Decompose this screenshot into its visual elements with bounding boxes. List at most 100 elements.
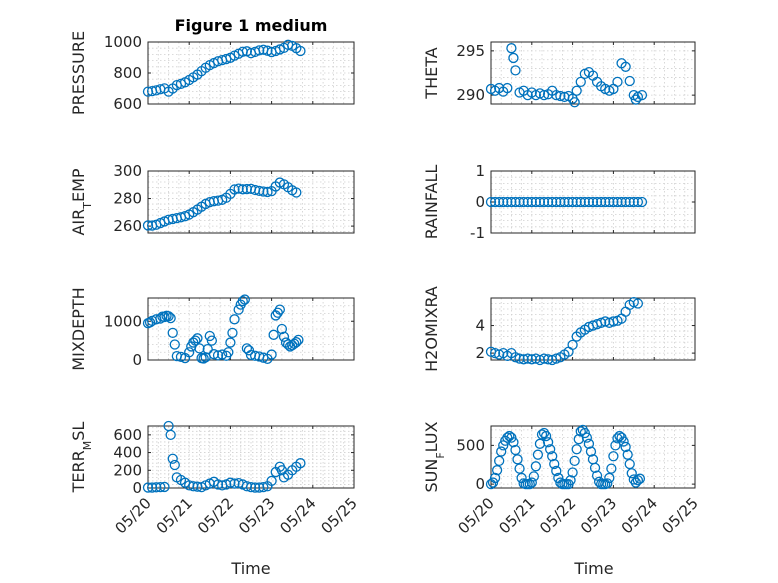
data-point (258, 186, 269, 197)
data-point (632, 196, 644, 208)
data-point (487, 477, 499, 488)
x-tick-label: 05/22 (536, 494, 579, 537)
data-point (276, 323, 288, 335)
data-point (620, 196, 631, 208)
data-point (542, 354, 554, 365)
data-point (237, 295, 248, 307)
data-point (155, 481, 166, 493)
data-point (291, 337, 302, 348)
data-point (491, 465, 503, 476)
figure-title: Figure 1 medium (175, 16, 328, 35)
data-point (551, 196, 562, 208)
data-point (225, 337, 236, 348)
y-tick-label: 600 (113, 426, 142, 444)
data-point (538, 353, 550, 364)
data-point (551, 465, 562, 477)
y-tick-label: 0 (132, 351, 142, 369)
data-point (591, 196, 603, 208)
y-tick-label: 600 (113, 95, 142, 113)
data-point (146, 482, 158, 493)
data-point (245, 481, 257, 493)
data-point (188, 481, 199, 492)
axes-box (147, 170, 355, 234)
data-point (540, 430, 552, 442)
data-point (559, 196, 570, 208)
data-point (532, 449, 544, 460)
data-point (583, 196, 595, 208)
data-point (496, 446, 507, 457)
subplot-row3-left: 0 1000 MIXDEPTH (69, 287, 355, 371)
data-point (612, 196, 623, 208)
y-tick-label: 200 (113, 461, 142, 479)
data-point (555, 196, 566, 208)
data-point (575, 196, 586, 208)
data-point (142, 482, 154, 493)
data-point (587, 196, 599, 208)
subplot-top-right: 290 295 THETA (422, 41, 696, 108)
data-point (508, 52, 519, 64)
data-point (278, 331, 290, 342)
data-point (268, 329, 279, 340)
data-point (542, 437, 554, 448)
data-point (506, 43, 517, 54)
y-axis-label: RAINFALL (422, 165, 441, 240)
data-point (227, 327, 238, 339)
data-point (291, 187, 302, 198)
axes-box (490, 297, 696, 361)
data-point (600, 196, 611, 208)
data-point (538, 196, 550, 208)
subplot-row3-right: 2 4 H2OMIXRA (422, 286, 696, 372)
data-point (628, 196, 639, 208)
data-point (604, 472, 615, 484)
data-point (169, 459, 180, 471)
data-point (626, 468, 637, 479)
data-point (545, 444, 556, 455)
data-point (514, 353, 525, 364)
y-tick-label: 300 (113, 162, 142, 180)
data-point (293, 334, 304, 346)
data-point (237, 184, 248, 195)
data-point (534, 196, 546, 208)
data-point (508, 437, 519, 448)
axes-box (490, 41, 696, 105)
x-axis-label-right: Time (573, 559, 613, 578)
x-tick-label: 05/24 (276, 494, 319, 537)
data-point (538, 89, 550, 101)
data-point (272, 307, 283, 318)
data-point (608, 196, 619, 208)
data-point (233, 183, 244, 194)
x-tick-label: 05/22 (194, 494, 237, 537)
data-point (636, 196, 648, 208)
data-point (266, 475, 277, 487)
data-point (502, 196, 513, 208)
data-point (628, 474, 639, 485)
data-point (567, 467, 578, 478)
data-point (618, 436, 629, 447)
data-point (514, 463, 525, 474)
data-point (606, 463, 617, 474)
data-point (510, 196, 521, 208)
data-point (208, 349, 220, 360)
data-point (241, 343, 253, 354)
y-tick-label: 800 (113, 64, 142, 82)
x-tick-label: 05/25 (318, 494, 361, 537)
data-point (510, 444, 521, 456)
data-point (526, 354, 537, 365)
data-point (579, 196, 590, 208)
data-point (624, 458, 635, 470)
data-point (262, 45, 273, 56)
data-point (258, 481, 269, 493)
data-point (159, 311, 170, 323)
data-point (194, 343, 205, 354)
x-tick-label: 05/20 (112, 494, 155, 537)
x-axis-label-left: Time (230, 559, 270, 578)
data-point (212, 479, 224, 490)
data-point (530, 461, 542, 472)
data-point (534, 438, 546, 449)
data-point (249, 482, 261, 493)
data-point (494, 196, 505, 208)
data-point (571, 85, 582, 96)
data-point (571, 196, 582, 208)
